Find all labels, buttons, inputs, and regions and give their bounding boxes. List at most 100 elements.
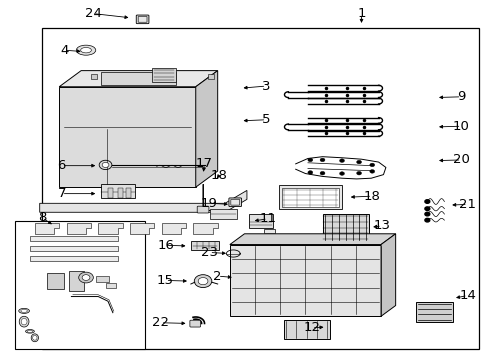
Bar	[69, 271, 83, 291]
Text: 19: 19	[201, 197, 217, 210]
Text: 10: 10	[452, 120, 469, 133]
Text: 15: 15	[157, 274, 174, 287]
Polygon shape	[30, 256, 118, 261]
Text: 8: 8	[38, 211, 46, 224]
Polygon shape	[30, 236, 118, 241]
Bar	[264, 229, 274, 233]
FancyBboxPatch shape	[138, 17, 147, 22]
Circle shape	[307, 158, 312, 162]
Text: 11: 11	[259, 212, 276, 225]
Bar	[281, 188, 338, 207]
Polygon shape	[380, 234, 395, 316]
FancyBboxPatch shape	[197, 206, 208, 213]
Text: 1: 1	[357, 7, 365, 20]
Text: 9: 9	[456, 90, 465, 103]
Bar	[42, 28, 478, 348]
Ellipse shape	[21, 309, 27, 312]
Circle shape	[339, 172, 344, 175]
Polygon shape	[35, 223, 59, 234]
Bar	[118, 188, 122, 198]
Polygon shape	[193, 223, 217, 234]
Text: 14: 14	[458, 289, 475, 302]
Circle shape	[424, 207, 429, 211]
Text: 3: 3	[262, 80, 270, 93]
Polygon shape	[195, 71, 217, 187]
Bar	[130, 75, 136, 79]
Circle shape	[320, 158, 325, 162]
FancyBboxPatch shape	[136, 15, 149, 24]
Circle shape	[198, 278, 207, 285]
Text: 16: 16	[157, 239, 174, 252]
Bar	[108, 188, 113, 198]
Circle shape	[99, 160, 112, 170]
Ellipse shape	[25, 329, 34, 333]
Ellipse shape	[31, 334, 39, 342]
Text: 22: 22	[152, 316, 169, 329]
Ellipse shape	[76, 45, 96, 55]
Bar	[91, 75, 97, 79]
Polygon shape	[229, 234, 395, 244]
Text: 2: 2	[213, 270, 222, 283]
Polygon shape	[130, 223, 154, 234]
Bar	[47, 273, 64, 289]
Bar	[278, 185, 341, 209]
Text: 20: 20	[452, 153, 469, 166]
Polygon shape	[98, 223, 122, 234]
Bar	[152, 68, 176, 82]
Circle shape	[424, 200, 429, 203]
Polygon shape	[66, 223, 91, 234]
Ellipse shape	[19, 316, 29, 327]
Circle shape	[339, 159, 344, 162]
Polygon shape	[59, 71, 217, 87]
Ellipse shape	[81, 48, 91, 53]
Circle shape	[194, 275, 211, 288]
Text: 18: 18	[210, 169, 227, 182]
Bar	[190, 241, 219, 250]
Text: 5: 5	[262, 113, 270, 126]
Bar	[105, 283, 116, 288]
Bar	[415, 302, 452, 321]
Bar	[15, 221, 144, 348]
Circle shape	[320, 171, 325, 175]
Bar	[249, 214, 272, 228]
Bar	[101, 184, 135, 198]
Ellipse shape	[21, 319, 27, 325]
Text: 12: 12	[303, 321, 320, 334]
Circle shape	[307, 171, 312, 174]
Circle shape	[82, 275, 90, 280]
FancyBboxPatch shape	[230, 199, 239, 205]
Text: 6: 6	[58, 159, 66, 172]
Bar	[283, 320, 329, 338]
Polygon shape	[40, 190, 246, 212]
Ellipse shape	[27, 330, 33, 332]
Circle shape	[424, 219, 429, 222]
Circle shape	[356, 160, 361, 164]
Bar	[126, 188, 131, 198]
FancyBboxPatch shape	[189, 320, 200, 327]
Bar	[101, 72, 175, 85]
Bar	[168, 75, 174, 79]
Text: 18: 18	[363, 190, 380, 203]
Ellipse shape	[19, 309, 29, 314]
Text: 17: 17	[196, 157, 213, 170]
Bar	[96, 276, 109, 282]
Text: 7: 7	[57, 187, 66, 200]
Bar	[322, 214, 368, 241]
Ellipse shape	[33, 336, 37, 340]
Bar	[210, 210, 237, 220]
Polygon shape	[59, 87, 195, 187]
Polygon shape	[30, 246, 118, 251]
Text: 23: 23	[201, 246, 218, 259]
Text: 21: 21	[458, 198, 475, 211]
FancyBboxPatch shape	[228, 198, 241, 207]
Bar	[207, 75, 213, 79]
Text: 4: 4	[60, 44, 68, 57]
Polygon shape	[161, 223, 185, 234]
Polygon shape	[229, 244, 380, 316]
Circle shape	[369, 170, 374, 173]
Circle shape	[356, 171, 361, 175]
Text: 24: 24	[85, 7, 102, 20]
Circle shape	[424, 212, 429, 216]
Text: 13: 13	[373, 219, 390, 233]
Circle shape	[369, 163, 374, 167]
